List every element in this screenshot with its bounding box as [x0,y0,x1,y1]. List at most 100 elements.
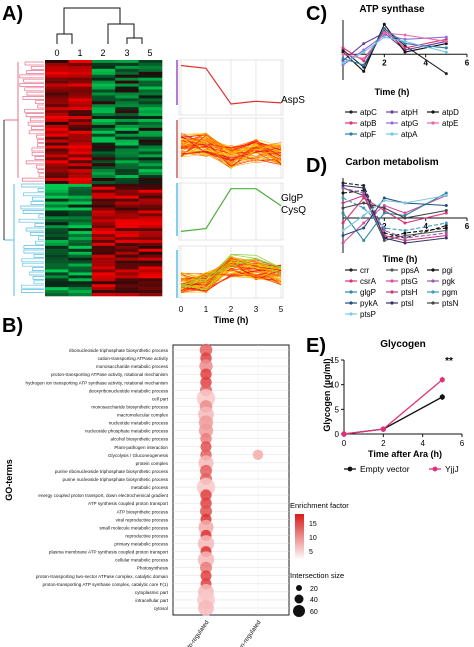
x-tick-label: 0 [342,439,347,448]
heatmap-cell [45,228,69,232]
go-term-label: energy coupled proton transport, down el… [38,493,168,498]
go-term-label: intracellular part [135,598,168,603]
heatmap-cell [68,142,93,146]
heatmap-cell [115,107,139,111]
series-point-atpC [403,44,407,48]
heatmap-cell [68,86,93,90]
heatmap-cell [91,172,116,176]
heatmap-cell [45,139,69,143]
enrichment-legend-title: Enrichment factor [290,501,349,510]
heatmap-cell [91,242,116,247]
series-point-ptsG [341,241,345,245]
heatmap-cell [115,62,139,67]
heatmap-cell [45,204,69,208]
row-dendrogram-branch [30,232,44,236]
heatmap-cell [91,275,116,279]
heatmap-cell [45,186,69,191]
go-term-label: Photosynthesis [137,566,169,571]
heatmap-cell [91,231,116,235]
series-point-YjjJ [341,431,347,437]
go-term-label: reproductive process [125,533,168,538]
heatmap-cell [115,151,139,155]
series-point-atpC [362,65,366,69]
heatmap-cell [45,166,69,170]
heatmap-cell [68,83,93,87]
heatmap-cell [68,290,93,294]
heatmap-cell [115,98,139,102]
heatmap-cell [45,107,69,111]
heatmap-cell [45,104,69,108]
legend-marker-pgk [431,279,435,283]
legend-marker-atpG [390,121,394,125]
heatmap-cell [91,192,116,196]
heatmap-cell [91,175,116,179]
heatmap-cell [45,83,69,87]
heatmap-cell [115,293,139,297]
go-term-label: Glycolysis / Gluconeogenesis [108,453,169,458]
heatmap-cell [91,207,116,211]
heatmap-cell [91,269,116,273]
series-point-atpD [444,42,448,46]
heatmap-cell [91,101,116,105]
heatmap-cell [115,242,139,247]
dot-up-regulated [200,368,212,380]
size-legend-dot-20 [296,585,302,591]
heatmap-cell [68,210,93,214]
profile-xtick-3: 3 [254,305,259,314]
heatmap-cell [91,160,116,164]
heatmap-cell [115,110,139,114]
heatmap-cell [138,113,163,117]
heatmap-cell [68,219,93,223]
heatmap-cell [91,65,116,70]
heatmap-cell [68,151,93,155]
go-term-label: ribonucleoside triphosphate biosynthetic… [69,348,169,353]
series-point-ptsN [403,216,407,220]
heatmap-cell [115,234,139,238]
heatmap-cell [115,189,139,194]
panel-b-letter: B) [2,315,23,337]
x-tick-label: 2 [382,58,387,67]
row-dendrogram-branch [32,267,44,271]
legend-label-atpH: atpH [401,108,418,117]
heatmap-cell [91,290,116,294]
row-dendrogram-branch [19,74,44,79]
series-point-ptsG [362,221,366,225]
profile-line-cluster-2 [180,267,282,288]
heatmap-cell [45,160,69,164]
heatmap-cell [91,201,116,205]
heatmap-cell [91,293,116,297]
dot-up-regulated [200,441,212,453]
series-point-pgm [403,229,407,232]
heatmap-cell [91,89,116,93]
profile-line-asps [180,64,282,105]
heatmap-cell [68,257,93,261]
heatmap-cell [138,142,163,146]
series-point-glgP [362,239,366,242]
glycogen-xlabel: Time after Ara (h) [368,449,442,459]
heatmap-cell [138,204,163,208]
series-point-ptsH [403,239,407,242]
heatmap-cell [45,266,69,270]
heatmap-cell [91,95,116,99]
go-term-label: macromolecular complex [117,413,169,418]
profile-line-cluster-2 [180,260,282,291]
heatmap-cell [138,219,163,223]
legend-label-Empty vector: Empty vector [360,464,410,474]
heatmap-cell [91,210,116,214]
heatmap-cell [115,278,139,282]
series-point-pgi [403,231,407,235]
series-point-glgP [382,211,386,215]
heatmap-cell [68,68,93,73]
panel-a: 0 1 2 3 5 AspS GlgP CysQ 0 1 2 3 5 Time … [3,7,306,325]
profile-line-cluster-1 [180,138,282,169]
series-point-pgi [341,191,345,195]
series-point-crr [362,184,366,187]
heatmap-cell [68,260,93,264]
profile-line-cluster-2 [180,255,282,281]
go-term-label: metabolic process [131,485,169,490]
heatmap-cell [138,154,163,158]
series-point-atpH [362,42,366,46]
heatmap-cell [115,154,139,158]
dot-down-regulated [252,449,264,460]
